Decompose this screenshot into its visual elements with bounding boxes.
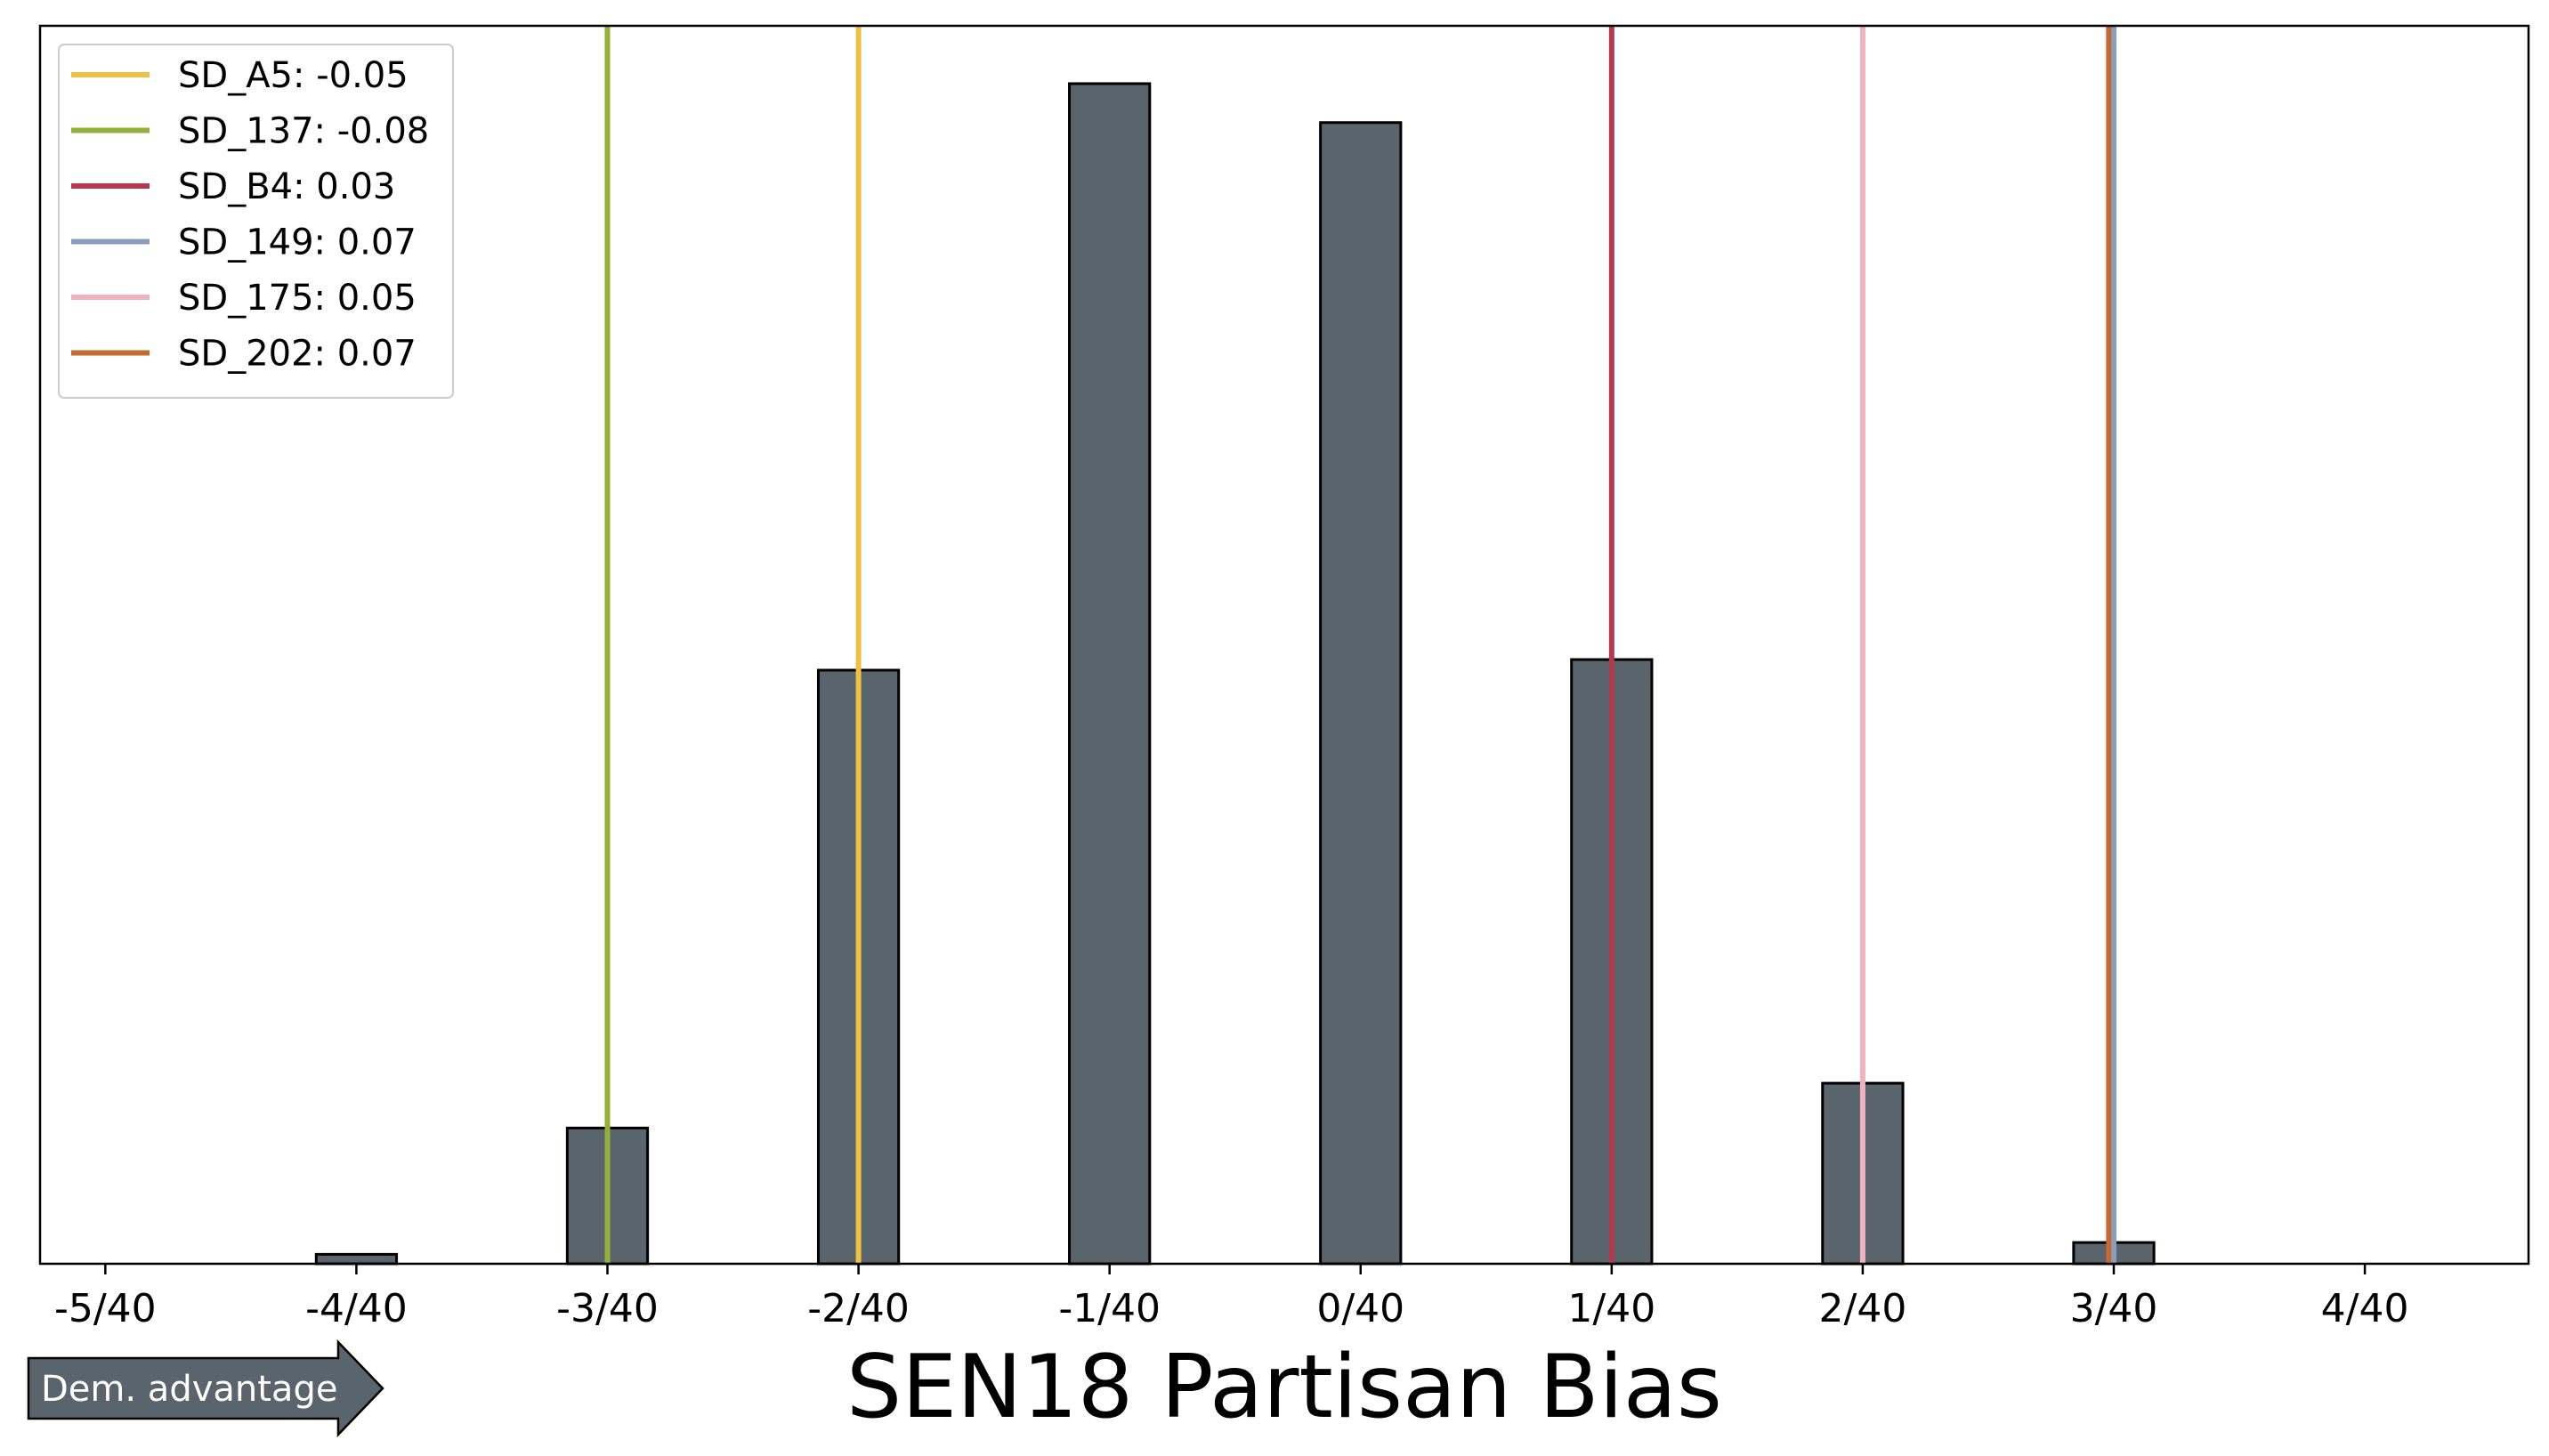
histogram-bar: [1068, 82, 1152, 1266]
x-axis-label: SEN18 Partisan Bias: [846, 1337, 1722, 1438]
district-lines: [604, 26, 2116, 1264]
dem-advantage-badge: Dem. advantage: [27, 1339, 384, 1438]
legend-label: SD_149: 0.07: [178, 222, 417, 263]
x-tick-label: -1/40: [1058, 1286, 1161, 1331]
x-tick-label: 4/40: [2321, 1286, 2409, 1331]
histogram-bar: [1319, 121, 1403, 1266]
x-tick-label: -5/40: [54, 1286, 157, 1331]
right-arrow-icon: [27, 1339, 384, 1438]
legend-box: [58, 44, 454, 399]
x-tick-label: -4/40: [305, 1286, 408, 1331]
x-axis-ticks: -5/40 -4/40 -3/40 -2/40 -1/40 0/40 1/40 2/40 3/4…: [54, 1264, 2408, 1331]
legend-label: SD_202: 0.07: [178, 334, 417, 375]
legend-label: SD_B4: 0.03: [178, 166, 395, 207]
x-tick-label: -2/40: [807, 1286, 910, 1331]
histogram-bar: [314, 1252, 399, 1266]
legend-label: SD_A5: -0.05: [178, 55, 409, 96]
x-tick-label: 2/40: [1819, 1286, 1907, 1331]
x-tick-label: 3/40: [2070, 1286, 2158, 1331]
x-tick-label: 0/40: [1316, 1286, 1404, 1331]
x-tick-label: -3/40: [556, 1286, 659, 1331]
dem-advantage-label: Dem. advantage: [41, 1369, 337, 1410]
legend: SD_A5: -0.05 SD_137: -0.08 SD_B4: 0.03 SD_1…: [58, 44, 454, 399]
plot-frame: [38, 24, 2530, 1266]
x-tick-label: 1/40: [1567, 1286, 1655, 1331]
legend-label: SD_175: 0.05: [178, 278, 417, 319]
legend-label: SD_137: -0.08: [178, 111, 429, 152]
